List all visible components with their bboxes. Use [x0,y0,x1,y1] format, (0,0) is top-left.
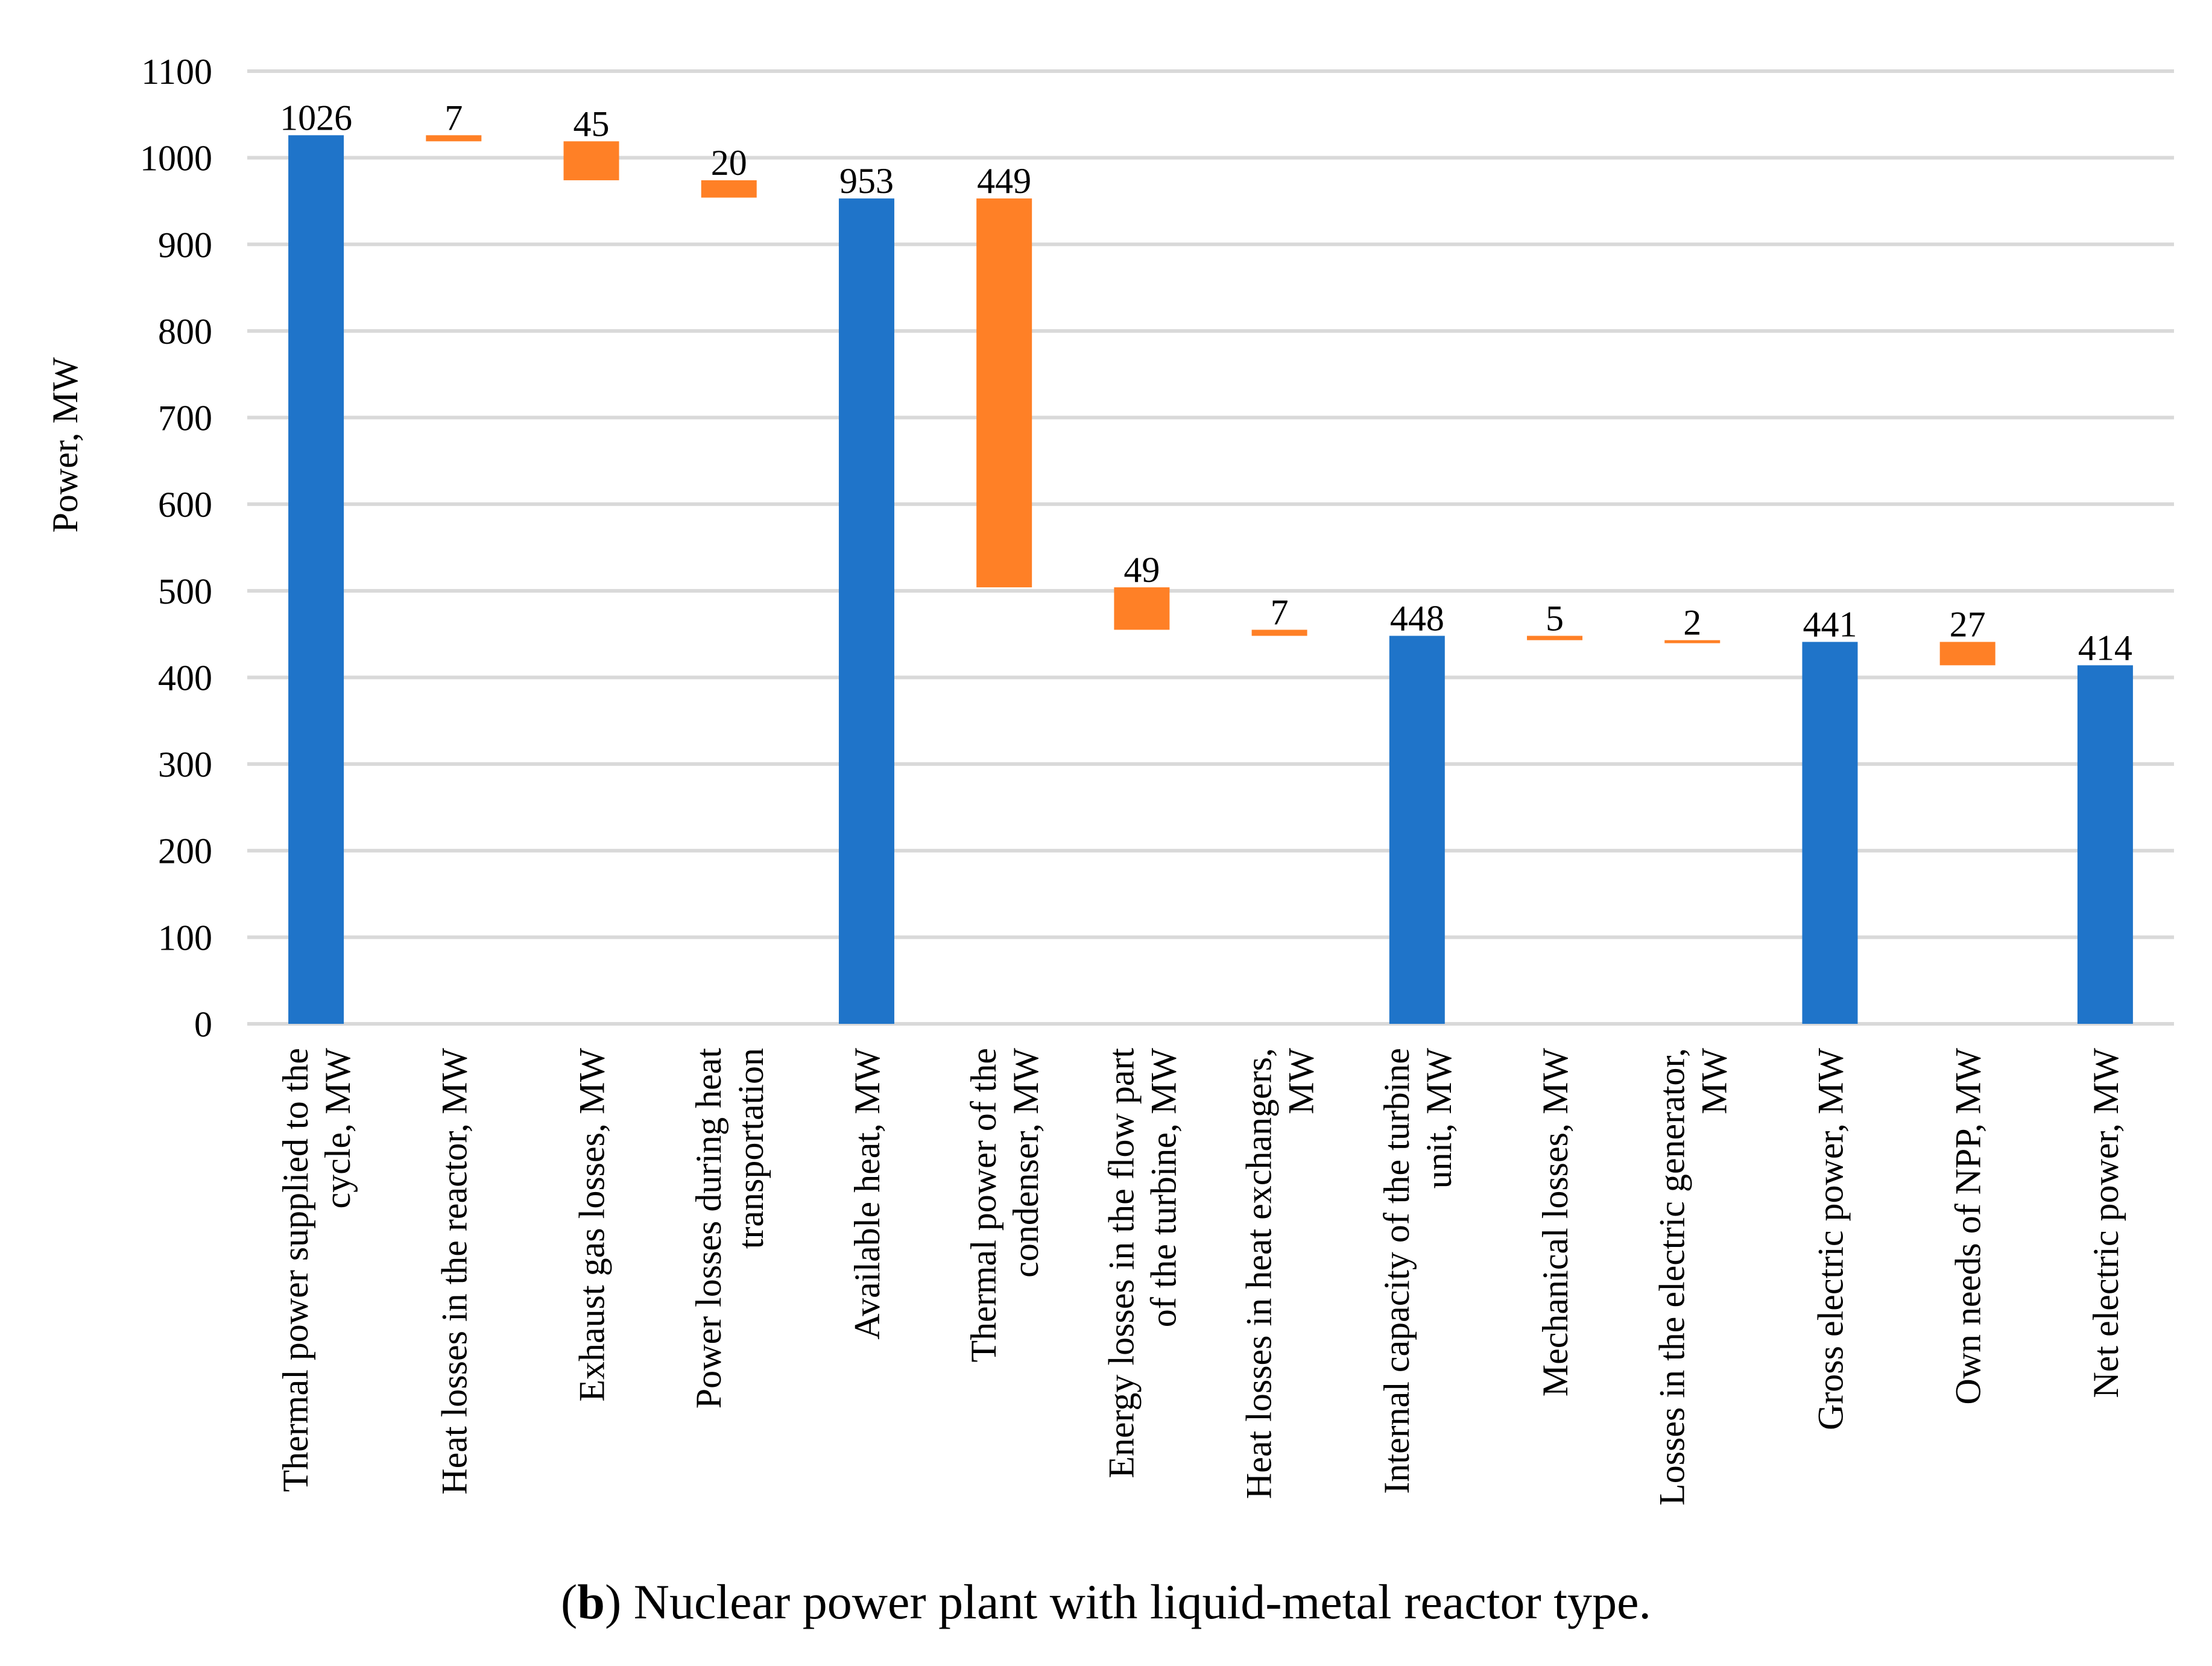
y-tick-label: 1100 [141,52,212,92]
data-labels: 1026 7 45 20 953 449 49 7 448 5 2 441 27 414 [280,98,2132,667]
loss-bar [1114,587,1170,630]
loss-bar [426,135,482,142]
x-tick-label-line: Losses in the electric generator, [1652,1048,1692,1506]
y-tick-label: 800 [158,312,212,352]
y-axis-ticks: 0 100 200 300 400 500 600 700 800 900 1000 1100 [140,52,212,1044]
figure-caption: (b) Nuclear power plant with liquid-meta… [0,1574,2212,1630]
x-tick-label: Thermal power supplied to the cycle, MW [276,1048,358,1492]
data-label: 448 [1390,599,1444,639]
x-tick-label-line: transportation [731,1048,771,1249]
y-tick-label: 200 [158,831,212,871]
x-tick-label-line: Gross electric power, MW [1810,1048,1850,1430]
data-label: 441 [1803,605,1857,645]
x-tick-label-line: Thermal power of the [964,1048,1003,1362]
loss-bar [1527,636,1583,640]
x-axis-labels: Thermal power supplied to the cycle, MW He… [276,1048,2126,1506]
x-tick-label: Available heat, MW [847,1048,887,1340]
x-tick-label-line: Mechanical losses, MW [1535,1048,1575,1397]
x-tick-label: Thermal power of the condenser, MW [964,1048,1046,1363]
loss-bar [1664,640,1721,643]
x-tick-label-line: Available heat, MW [847,1048,887,1340]
total-bar [288,135,344,1024]
y-tick-label: 0 [194,1005,212,1044]
x-tick-label: Internal capacity of the turbine unit, MW [1377,1048,1459,1494]
data-label: 7 [444,98,463,137]
x-tick-label-line: of the turbine, MW [1143,1048,1183,1328]
x-tick-label: Heat losses in the reactor, MW [434,1048,474,1495]
total-bar [2077,665,2133,1024]
loss-bar [1939,642,1996,666]
x-tick-label-line: MW [1281,1048,1321,1114]
x-tick-label-line: Heat losses in heat exchangers, [1239,1048,1279,1499]
x-tick-label-line: condenser, MW [1006,1048,1046,1278]
x-tick-label-line: Net electric power, MW [2086,1048,2126,1398]
loss-bar [701,180,757,198]
x-tick-label: Heat losses in heat exchangers, MW [1239,1048,1321,1499]
x-tick-label-line: Internal capacity of the turbine [1377,1048,1417,1494]
total-bar [1389,636,1445,1024]
total-bar [838,198,894,1024]
loss-bar [976,198,1032,588]
x-tick-label: Net electric power, MW [2086,1048,2126,1398]
total-bar [1802,642,1858,1024]
x-tick-label-line: MW [1694,1048,1734,1114]
data-label: 414 [2078,628,2132,667]
x-tick-label-line: Own needs of NPP, MW [1948,1048,1988,1405]
data-label: 1026 [280,98,352,137]
y-tick-label: 300 [158,745,212,784]
data-label: 45 [574,104,610,144]
data-label: 27 [1950,605,1986,645]
caption-text: ) Nuclear power plant with liquid-metal … [604,1574,1651,1629]
x-tick-label-line: Thermal power supplied to the [276,1048,315,1492]
x-tick-label-line: Power losses during heat [689,1048,728,1409]
data-label: 20 [711,143,747,183]
x-tick-label-line: Energy losses in the flow part [1101,1048,1141,1478]
data-label: 953 [839,161,894,201]
x-tick-label-line: cycle, MW [318,1048,358,1209]
x-tick-label: Power losses during heat transportation [689,1048,771,1409]
x-tick-label: Exhaust gas losses, MW [572,1048,612,1402]
x-tick-label-line: unit, MW [1419,1048,1459,1189]
y-tick-label: 500 [158,572,212,611]
y-tick-label: 400 [158,658,212,698]
y-tick-label: 700 [158,399,212,438]
loss-bar [1251,629,1307,636]
caption-open: ( [561,1574,578,1629]
gridlines [247,69,2174,1026]
y-tick-label: 600 [158,485,212,525]
waterfall-chart: 0 100 200 300 400 500 600 700 800 900 1000 1100 102… [45,52,2174,1506]
x-tick-label: Losses in the electric generator, MW [1652,1048,1734,1506]
y-tick-label: 900 [158,225,212,265]
loss-bar [563,141,619,180]
x-tick-label: Own needs of NPP, MW [1948,1048,1988,1405]
x-tick-label-line: Exhaust gas losses, MW [572,1048,612,1402]
data-label: 2 [1683,603,1701,643]
x-tick-label: Gross electric power, MW [1810,1048,1850,1430]
bars [288,135,2133,1024]
data-label: 449 [977,161,1031,201]
y-tick-label: 1000 [140,139,212,178]
data-label: 49 [1123,550,1160,590]
x-tick-label: Energy losses in the flow part of the tur… [1101,1048,1183,1478]
data-label: 7 [1271,592,1289,632]
y-tick-label: 100 [158,918,212,958]
y-axis-title: Power, MW [45,357,85,532]
data-label: 5 [1546,599,1564,639]
caption-bold-letter: b [577,1574,605,1629]
x-tick-label-line: Heat losses in the reactor, MW [434,1048,474,1495]
x-tick-label: Mechanical losses, MW [1535,1048,1575,1397]
